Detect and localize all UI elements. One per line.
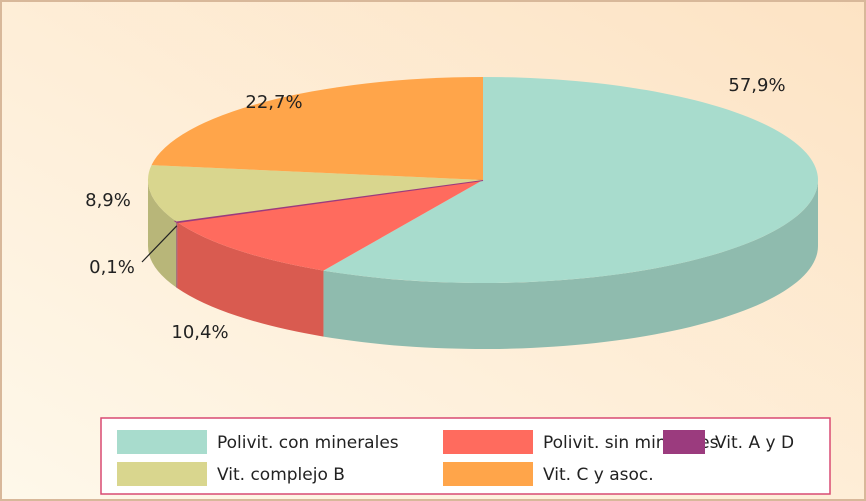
pie-slice [151,77,483,180]
legend-swatch [117,430,207,454]
value-label: 22,7% [245,92,302,113]
pie-slice [177,180,483,271]
value-label: 57,9% [728,75,785,96]
leader-line [141,225,178,263]
legend-swatch [663,430,705,454]
value-label: 10,4% [171,322,228,343]
legend-swatch [443,462,533,486]
value-label: 8,9% [85,190,131,211]
pie-side [177,222,324,337]
pie-side [148,180,177,288]
legend-label: Vit. C y asoc. [543,465,654,485]
legend-label: Vit. complejo B [217,465,345,485]
value-label: 0,1% [89,257,135,278]
legend-swatch [443,430,533,454]
pie-side [176,221,178,289]
legend-swatch [117,462,207,486]
pie-side [323,180,818,349]
legend-label: Polivit. con minerales [217,433,399,453]
legend-label: Vit. A y D [715,433,794,453]
pie-slice [147,165,483,222]
pie-slice [323,77,818,283]
